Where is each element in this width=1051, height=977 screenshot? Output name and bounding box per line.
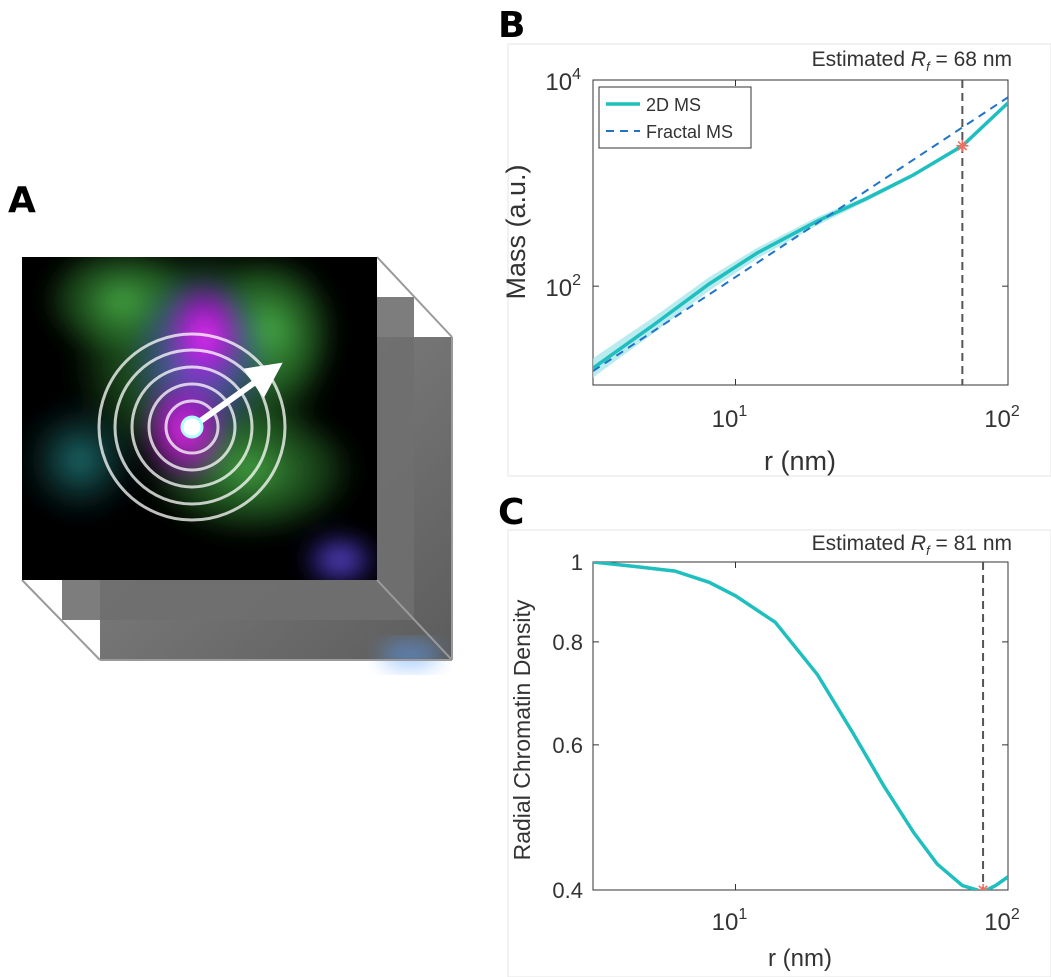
tick-label-c-y: 0.8 (552, 630, 583, 655)
plot-b-annotation: Estimated Rf = 68 nm (812, 48, 1012, 74)
plot-c-annotation: Estimated Rf = 81 nm (812, 532, 1012, 558)
panel-label-b: B (498, 5, 526, 46)
plot-b-y-label: Mass (a.u.) (501, 164, 531, 299)
marker-c-stroke (978, 885, 985, 890)
concentric-rings (97, 332, 287, 522)
plot-b-legend-box (598, 86, 752, 149)
plot-b-rf-marker (956, 139, 969, 152)
cube-edges (21, 256, 453, 661)
legend-label-2d-ms: 2D MS (646, 95, 701, 115)
tick-label-b-x-10: 101 (712, 403, 748, 433)
tick-label-c-y: 0.4 (552, 878, 583, 903)
back-slice-spot (380, 641, 440, 669)
plot-b-x-ticks: 101 102 (712, 80, 1020, 433)
tick-label-c-y: 1 (571, 550, 583, 575)
tick-label-c-y: 0.6 (552, 733, 583, 758)
plot-c-axes-box (592, 561, 1009, 891)
tick-label-b-x-100: 102 (984, 403, 1020, 433)
panel-label-a: A (8, 180, 36, 221)
2d-ms-line (593, 101, 1008, 370)
plot-b-legend: 2D MS Fractal MS (598, 86, 752, 149)
plot-c-x-ticks: 101 102 (712, 562, 1020, 936)
plot-b: Estimated Rf = 68 nm Mass (a.u.) r (nm) … (501, 48, 1020, 476)
plot-c: Estimated Rf = 81 nm Radial Chromatin De… (509, 532, 1020, 972)
panel-c-frame (507, 529, 1051, 977)
tick-label-c-x-10: 101 (712, 906, 748, 936)
panel-label-c: C (498, 492, 525, 533)
plot-c-rf-marker (977, 884, 990, 890)
tick-label-b-y-100: 102 (545, 272, 581, 302)
tick-label-c-x-100: 102 (984, 906, 1020, 936)
marker-b-stroke (957, 141, 968, 151)
marker-c-stroke (981, 885, 988, 890)
legend-label-fractal-ms: Fractal MS (646, 122, 733, 142)
plot-c-y-ticks: 0.4 0.6 0.8 1 (552, 550, 1008, 903)
radius-arrow (190, 362, 283, 430)
plot-b-y-ticks: 102 104 (545, 66, 1008, 302)
image-stack-illustration (21, 256, 453, 669)
panel-b-frame (507, 43, 1051, 477)
center-point (180, 415, 204, 439)
plot-c-y-label: Radial Chromatin Density (509, 599, 535, 860)
plot-b-x-label: r (nm) (764, 446, 836, 476)
microscopy-image (22, 257, 377, 580)
tick-label-b-y-10000: 104 (545, 66, 581, 96)
plot-c-x-label: r (nm) (768, 945, 832, 972)
radial-density-line (593, 562, 1008, 890)
